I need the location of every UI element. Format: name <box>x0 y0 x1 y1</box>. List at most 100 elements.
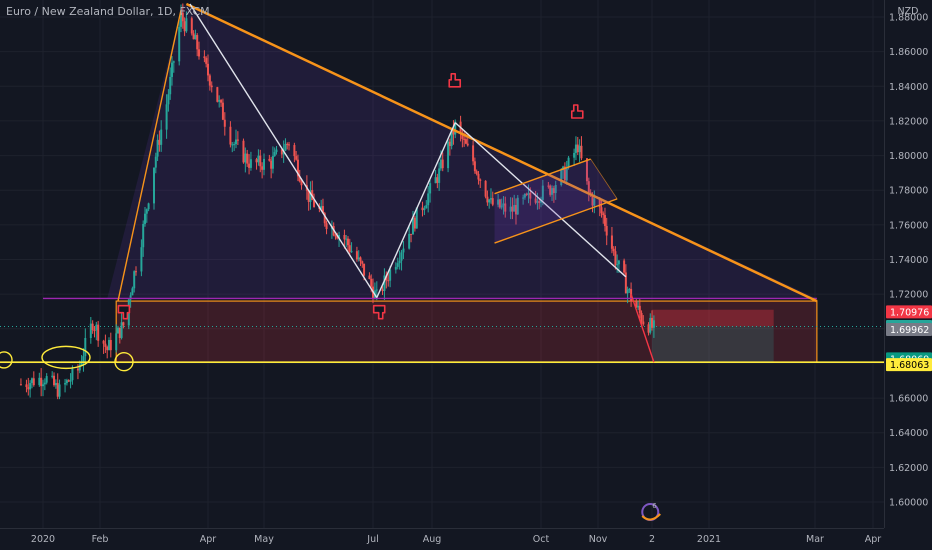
candle-body <box>640 312 643 322</box>
candle-body <box>497 199 500 205</box>
candle <box>25 379 28 393</box>
candle <box>38 372 41 387</box>
candle <box>554 180 557 200</box>
candle <box>488 198 491 209</box>
candle <box>536 192 539 210</box>
candle <box>421 201 424 217</box>
candle-body <box>423 208 426 211</box>
candle-body <box>45 376 48 383</box>
candle-body <box>220 100 223 103</box>
price-tick-label: 1.74000 <box>889 255 928 266</box>
candle <box>158 130 161 152</box>
candle-body <box>64 383 67 385</box>
candle-body <box>421 207 424 211</box>
candle-body <box>43 382 46 385</box>
candle-body <box>346 238 349 246</box>
candle <box>448 138 451 156</box>
candle-body <box>300 181 303 186</box>
candle-body <box>323 213 326 224</box>
candle <box>411 210 414 235</box>
time-tick-label: Apr <box>200 534 217 545</box>
time-tick-label: May <box>254 534 274 545</box>
candle-body <box>425 205 428 209</box>
candle-body <box>275 149 278 153</box>
price-tick-label: 1.86000 <box>889 47 928 58</box>
candle-body <box>610 235 613 249</box>
candle <box>178 20 181 66</box>
candle <box>218 95 221 108</box>
candle-body <box>40 377 43 387</box>
candle <box>600 198 603 218</box>
candle <box>350 242 353 253</box>
candle <box>454 119 457 139</box>
time-axis[interactable]: 2020 Feb Apr May Jul Aug Oct Nov 2 2021 Mar Apr <box>0 528 884 546</box>
candle-body <box>516 197 519 215</box>
candle-body <box>522 197 525 199</box>
candle-body <box>484 180 487 197</box>
candle <box>357 250 360 262</box>
candle <box>231 141 234 153</box>
candle-body <box>91 323 94 331</box>
price-axis[interactable]: NZD1.600001.620001.640001.660001.680001.… <box>884 0 932 550</box>
candle <box>525 192 528 197</box>
candle-body <box>614 251 617 266</box>
grid-lines <box>0 0 884 528</box>
candle-body <box>359 257 362 262</box>
candle <box>574 136 577 161</box>
candle-body <box>307 190 310 202</box>
candle <box>181 3 184 29</box>
candle-body <box>270 160 273 169</box>
candle-body <box>381 289 384 291</box>
candle-body <box>129 295 132 300</box>
candle <box>381 286 384 295</box>
candle <box>185 11 188 33</box>
candle <box>624 264 627 294</box>
candle <box>144 207 146 227</box>
candle <box>255 157 258 170</box>
candle-body <box>244 153 247 163</box>
candle-body <box>309 190 312 202</box>
candle <box>635 298 638 308</box>
candle-body <box>529 192 532 199</box>
candle-body <box>53 375 56 386</box>
candle <box>67 379 70 383</box>
candle-body <box>286 143 289 145</box>
candle <box>614 246 617 270</box>
candle <box>516 195 519 215</box>
low-circle-3 <box>114 351 134 372</box>
candle <box>153 167 155 210</box>
target-box <box>652 326 774 363</box>
hand-pointer-shape <box>117 304 131 320</box>
logo-char: 6 <box>652 502 657 510</box>
channel-bottom <box>494 198 618 244</box>
candle-body <box>242 140 245 163</box>
candle-body <box>185 18 188 32</box>
candle-body <box>411 217 414 235</box>
candle-body <box>58 384 61 397</box>
candle-body <box>361 261 364 264</box>
candle <box>452 120 455 145</box>
price-tick-label: 1.78000 <box>889 186 928 197</box>
price-tick-label: 1.62000 <box>889 463 928 474</box>
candle-body <box>504 203 507 212</box>
candle <box>323 211 326 227</box>
candle <box>80 355 83 367</box>
candle <box>205 56 208 68</box>
candle <box>229 121 232 148</box>
candle <box>207 54 209 82</box>
candle <box>131 286 134 296</box>
time-tick-label: Nov <box>589 534 608 545</box>
candle <box>29 380 32 398</box>
candle <box>120 313 123 340</box>
candle <box>491 191 494 207</box>
candle-body <box>408 233 411 249</box>
candle-body <box>527 192 530 195</box>
candle <box>610 226 613 254</box>
candle-body <box>489 198 492 200</box>
price-tick-label: 1.76000 <box>889 220 928 231</box>
candle <box>51 371 54 379</box>
candle-body <box>626 289 629 294</box>
candle-body <box>396 263 399 267</box>
